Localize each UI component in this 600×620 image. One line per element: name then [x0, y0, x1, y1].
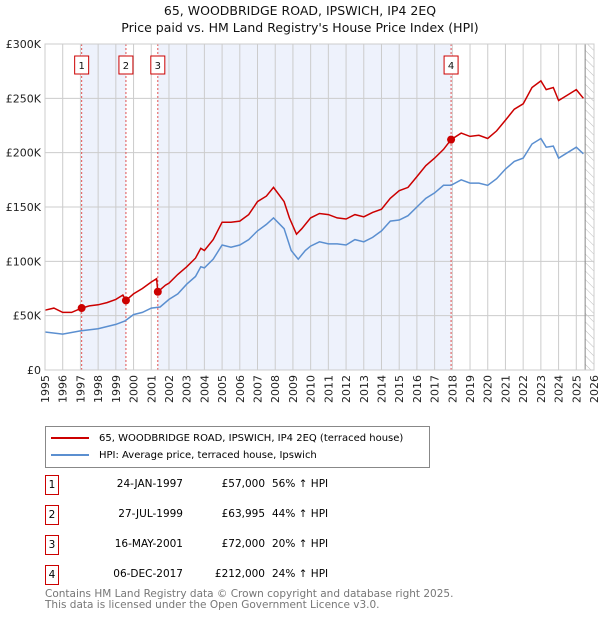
y-tick-label: £250K: [6, 92, 42, 105]
sale-marker-box: [74, 55, 90, 75]
x-tick-label: 1997: [74, 375, 87, 403]
sale-point: [447, 135, 456, 144]
sale-date: 24-JAN-1997: [116, 478, 183, 490]
legend-swatch-blue: [51, 454, 89, 456]
sale-number: 4: [45, 565, 59, 585]
y-tick-label: £150K: [6, 201, 42, 214]
x-tick-label: 2015: [393, 375, 406, 403]
sale-date: 27-JUL-1999: [118, 508, 183, 520]
x-tick-label: 2007: [252, 375, 265, 403]
x-tick-label: 2018: [446, 375, 459, 403]
sale-point: [121, 296, 130, 305]
x-tick-label: 2014: [375, 375, 388, 403]
sale-price: £63,995: [221, 508, 265, 520]
legend: 65, WOODBRIDGE ROAD, IPSWICH, IP4 2EQ (t…: [45, 426, 430, 468]
legend-label-hpi: HPI: Average price, terraced house, Ipsw…: [99, 449, 317, 461]
x-tick-label: 1995: [39, 375, 52, 403]
y-tick-label: £0: [27, 364, 41, 377]
y-tick-label: £200K: [6, 147, 42, 160]
sale-marker-box: [150, 55, 166, 75]
x-tick-label: 2025: [570, 375, 583, 403]
x-tick-label: 2004: [198, 375, 211, 403]
sale-number: 2: [45, 505, 59, 525]
sale-price: £212,000: [214, 568, 265, 580]
x-tick-label: 1999: [110, 375, 123, 403]
sale-hpi-change: 24% ↑ HPI: [272, 568, 329, 580]
footer-line-1: Contains HM Land Registry data © Crown c…: [45, 588, 454, 600]
x-tick-label: 2008: [269, 375, 282, 403]
sale-date: 06-DEC-2017: [113, 568, 183, 580]
x-tick-label: 2002: [163, 375, 176, 403]
footer-line-2: This data is licensed under the Open Gov…: [45, 598, 380, 611]
x-tick-label: 2006: [234, 375, 247, 403]
x-tick-label: 2003: [181, 375, 194, 403]
x-tick-label: 2009: [287, 375, 300, 403]
x-tick-label: 2024: [553, 375, 566, 403]
x-tick-label: 2012: [340, 375, 353, 403]
x-tick-label: 2017: [429, 375, 442, 403]
sale-marker-label: 3: [155, 61, 161, 72]
x-tick-label: 2019: [464, 375, 477, 403]
sale-hpi-change: 56% ↑ HPI: [272, 478, 329, 490]
sale-number: 3: [45, 535, 59, 555]
sale-point: [153, 287, 162, 296]
x-tick-label: 2010: [305, 375, 318, 403]
x-tick-label: 1996: [57, 375, 70, 403]
sale-marker-box: [443, 55, 459, 75]
chart-subtitle: Price paid vs. HM Land Registry's House …: [121, 20, 479, 35]
chart-title: 65, WOODBRIDGE ROAD, IPSWICH, IP4 2EQ: [163, 3, 437, 18]
x-tick-label: 2021: [499, 375, 512, 403]
x-tick-label: 2022: [517, 375, 530, 403]
x-tick-label: 1998: [92, 375, 105, 403]
sale-hpi-change: 20% ↑ HPI: [272, 538, 329, 550]
sale-marker-label: 4: [448, 61, 454, 72]
x-tick-label: 2026: [588, 375, 600, 403]
property-price-line: [44, 79, 584, 314]
sale-marker-box: [118, 55, 134, 75]
hpi-line: [44, 137, 584, 335]
plot-border: [44, 43, 595, 371]
sale-hpi-change: 44% ↑ HPI: [272, 508, 329, 520]
y-tick-label: £50K: [13, 310, 42, 323]
sale-number: 1: [45, 475, 59, 495]
sale-marker-label: 2: [123, 61, 129, 72]
y-tick-label: £300K: [6, 38, 42, 51]
price-chart: 1995 1996 1997 1998 1999 2000 2001 2002 2003 2004…: [6, 38, 600, 403]
x-tick-label: 2000: [128, 375, 141, 403]
legend-item-property: 65, WOODBRIDGE ROAD, IPSWICH, IP4 2EQ (t…: [46, 430, 403, 446]
x-tick-label: 2001: [145, 375, 158, 403]
y-tick-label: £100K: [6, 255, 42, 268]
footer: Contains HM Land Registry data © Crown c…: [45, 589, 453, 610]
legend-item-hpi: HPI: Average price, terraced house, Ipsw…: [46, 447, 317, 463]
x-tick-label: 2023: [535, 375, 548, 403]
sale-point: [77, 304, 86, 313]
x-tick-label: 2013: [358, 375, 371, 403]
x-tick-label: 2011: [322, 375, 335, 403]
x-tick-label: 2016: [411, 375, 424, 403]
x-tick-label: 2005: [216, 375, 229, 403]
x-tick-label: 2020: [482, 375, 495, 403]
sale-marker-label: 1: [78, 61, 84, 72]
legend-swatch-red: [51, 437, 89, 439]
sale-price: £72,000: [221, 538, 265, 550]
sale-price: £57,000: [221, 478, 265, 490]
sale-date: 16-MAY-2001: [114, 538, 183, 550]
legend-label-property: 65, WOODBRIDGE ROAD, IPSWICH, IP4 2EQ (t…: [99, 432, 404, 444]
